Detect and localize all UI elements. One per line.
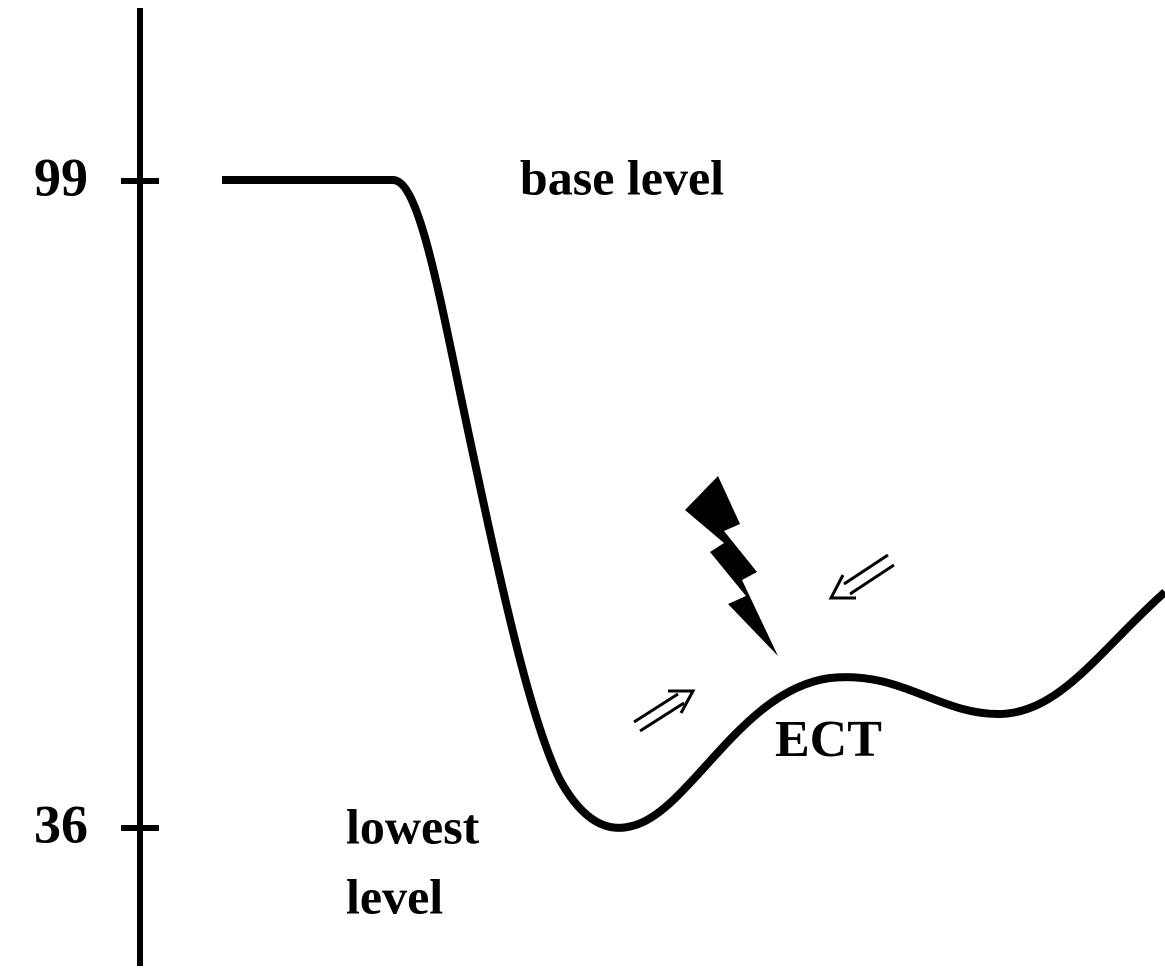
ect-label: ECT xyxy=(775,711,882,768)
curve xyxy=(222,176,1165,832)
arrow xyxy=(633,689,696,733)
tick-label: 99 xyxy=(34,147,88,207)
lowest-level-label: lowest xyxy=(346,798,480,854)
tick-label: 36 xyxy=(34,794,88,854)
arrow xyxy=(828,553,895,600)
lowest-level-label: level xyxy=(346,868,443,924)
lightning-bolt xyxy=(685,476,778,656)
base-level-label: base level xyxy=(520,149,724,205)
